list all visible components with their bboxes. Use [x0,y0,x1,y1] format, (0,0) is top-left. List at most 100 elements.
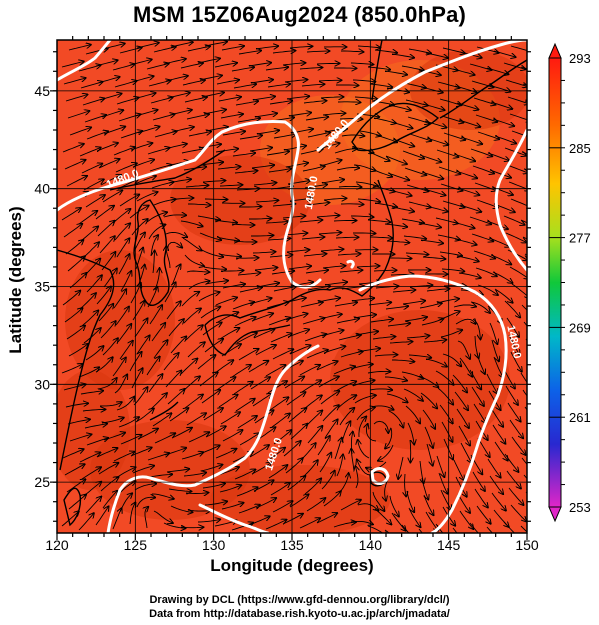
streamline [254,410,274,424]
streamline [251,165,274,168]
streamline [305,270,328,273]
streamline [239,433,259,446]
streamline [322,405,339,422]
streamline [457,340,470,359]
streamline [504,300,520,318]
streamline [252,394,272,407]
streamline [289,46,312,48]
streamline [509,266,527,279]
x-tick-label: 120 [45,537,69,553]
streamline [471,80,494,87]
streamline [489,322,497,344]
streamline [214,63,237,68]
streamline [355,466,358,489]
streamline [217,312,238,323]
streamline [114,223,130,241]
streamline [385,427,393,449]
streamline [457,493,470,513]
streamline [336,455,343,477]
streamline [321,471,335,490]
streamline [299,68,322,70]
streamline [269,255,292,257]
streamline [249,445,269,458]
streamline [269,397,288,411]
colorbar-label: 285 [569,141,591,156]
streamline [522,389,527,397]
streamline [147,453,169,461]
streamline [84,115,106,123]
streamline [265,365,286,377]
streamline [112,508,122,530]
streamline [337,254,360,255]
streamline [201,93,224,98]
streamline [507,402,521,422]
streamline [231,67,254,72]
streamline [85,195,105,208]
streamline [452,374,467,392]
streamline [79,453,100,463]
y-tick-label: 45 [34,83,50,99]
streamline [488,84,510,92]
streamline [524,100,527,103]
streamline [218,254,241,257]
streamline [492,271,513,283]
streamline [529,441,543,458]
streamline [78,211,97,225]
streamline [100,321,116,339]
streamline [319,453,331,473]
streamline [171,428,192,439]
streamline [372,337,395,340]
streamline [470,148,492,156]
streamline [102,190,122,203]
streamline [117,324,131,343]
streamline [188,432,209,443]
streamline [323,198,346,200]
streamline [130,143,152,151]
streamline [256,130,279,135]
streamline [249,218,271,219]
streamline [271,414,290,428]
streamline [369,389,392,390]
streamline [84,424,107,429]
streamline [265,67,288,70]
streamline [78,367,99,378]
streamline [487,152,509,161]
streamline [95,60,118,67]
streamline [510,198,527,208]
streamline [285,458,303,474]
streamline [182,80,205,86]
streamline [167,389,185,405]
streamline [251,313,273,322]
streamline [188,132,211,137]
streamline [506,164,527,173]
streamline [471,386,484,406]
streamline [170,42,193,48]
streamline [266,151,289,156]
streamline [69,434,91,442]
streamline [503,215,525,225]
streamline [529,288,546,302]
streamline [85,497,101,514]
streamline [405,405,420,423]
streamline [96,287,111,305]
streamline [289,494,309,508]
streamline [520,525,527,533]
streamline [119,195,139,207]
streamline [239,207,261,208]
streamline [248,516,270,526]
streamline [235,258,258,259]
streamline [269,101,292,105]
streamline [287,330,309,338]
streamline [165,231,187,237]
streamline [387,323,410,326]
streamline [115,163,137,173]
x-tick-label: 150 [515,537,539,553]
credit-drawing: Drawing by DCL (https://www.gfd-dennou.o… [149,594,450,606]
streamline [372,491,384,511]
streamline [132,466,154,474]
streamline [524,253,527,256]
streamline [357,46,380,48]
streamline [182,237,202,251]
streamline [272,349,293,360]
streamline [164,448,186,456]
